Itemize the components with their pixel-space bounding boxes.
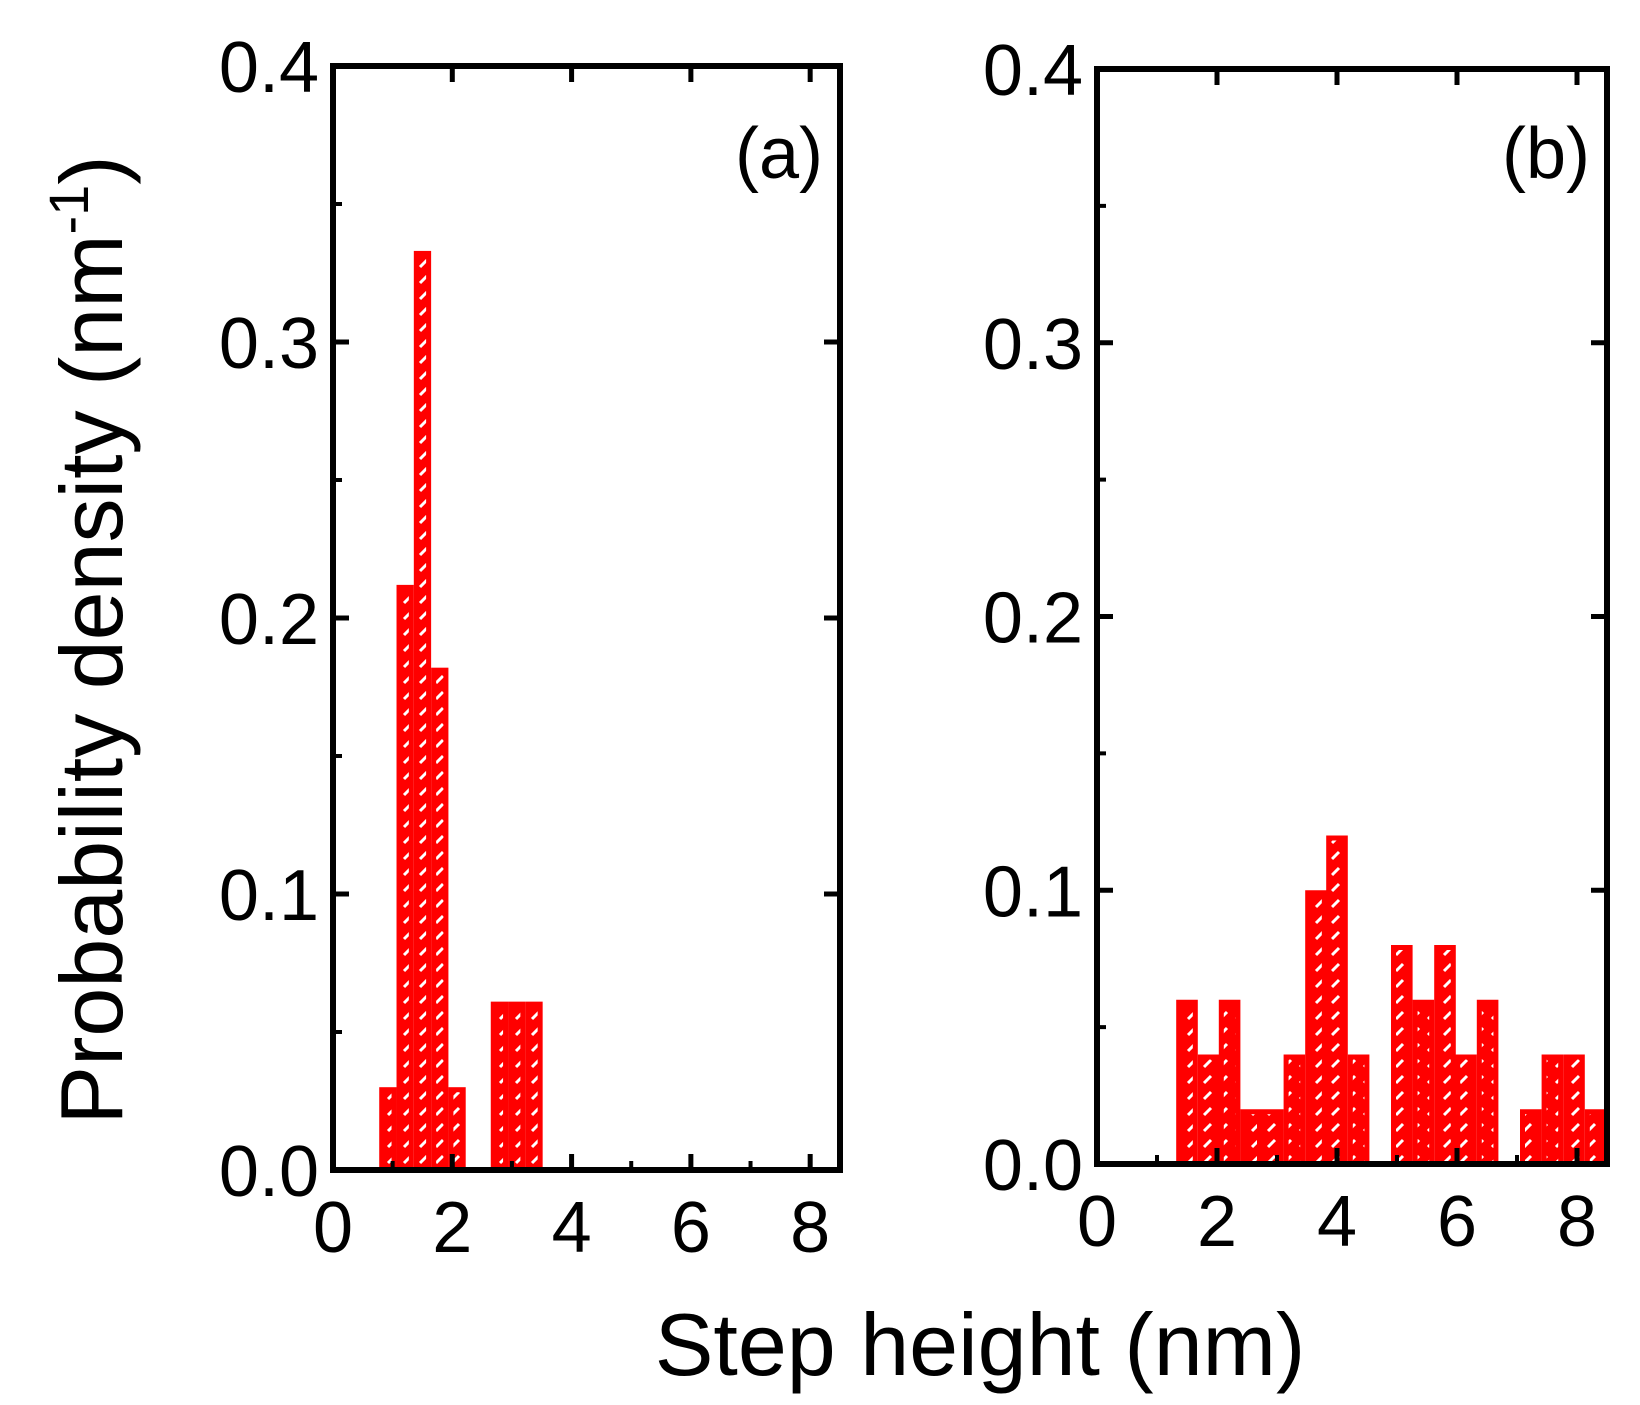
panel-a-y-tick-label: 0.2 [219,580,319,660]
y-axis-title-superscript: -1 [37,185,100,235]
panel-b-x-tick-label: 8 [1557,1182,1597,1262]
panel-a-y-tick-label: 0.3 [219,304,319,384]
panel-b-y-tick-label: 0.4 [983,31,1083,111]
y-axis-title-main: Probability density (nm [42,234,141,1124]
panel-b-bar [1197,1054,1220,1167]
panel-b-bar [1391,945,1413,1167]
panel-b-bar [1412,999,1435,1167]
panel-b-x-tick-label: 6 [1437,1182,1477,1262]
panel-b-bar [1541,1054,1564,1167]
panel-a-bar [396,584,414,1173]
panel-b-y-tick-label: 0.1 [983,852,1083,932]
panel-a-x-tick-label: 2 [432,1188,472,1268]
panel-b-bar [1584,1109,1607,1167]
panel-a-y-tick-label: 0.1 [219,856,319,936]
panel-b-x-tick-label: 0 [1077,1182,1117,1262]
panel-b-bar [1455,1054,1477,1167]
panel-b-bars [1176,835,1607,1167]
panel-a-y-tick-label: 0.4 [219,28,319,108]
panel-b-bar [1218,999,1241,1167]
panel-a-frame [330,63,843,1173]
panel-a-bar [413,250,432,1173]
panel-b-label: (b) [1502,114,1590,194]
panel-a-y-tick-label: 0.0 [219,1132,319,1212]
panel-b-x-tick-label: 2 [1197,1182,1237,1262]
y-axis-title: Probability density (nm-1) [37,155,141,1124]
panel-b-y-tick-label: 0.0 [983,1126,1083,1206]
panel-a-bar [379,1087,397,1173]
panel-b-bar [1283,1054,1306,1167]
panel-b-bar [1176,999,1198,1167]
panel-a-bar [490,1001,509,1173]
panel-a-x-tick-label: 0 [313,1188,353,1268]
panel-a-x-tick-label: 8 [790,1188,830,1268]
panel-a-y-ticks: 0.0 0.1 0.2 0.3 0.4 [219,28,840,1212]
panel-b-y-ticks: 0.0 0.1 0.2 0.3 0.4 [983,31,1607,1206]
panel-b-x-tick-label: 4 [1317,1182,1357,1262]
panel-a-label: (a) [735,114,823,194]
panel-b-bar [1240,1109,1263,1167]
panel-a-x-tick-label: 4 [552,1188,592,1268]
panel-a-bar [508,1001,526,1173]
panel-a-bars [379,250,543,1173]
panel-b-frame [1094,66,1610,1167]
panel-b-bar [1476,999,1499,1167]
panel-a-x-tick-label: 6 [671,1188,711,1268]
panel-b-bar [1305,890,1327,1167]
panel-b-y-tick-label: 0.3 [983,305,1083,385]
panel-b-bar [1434,945,1456,1167]
panel-a-bar [525,1001,543,1173]
panel-b-bar [1326,835,1348,1167]
y-axis-title-close: ) [42,155,141,184]
panel-b-y-tick-label: 0.2 [983,579,1083,659]
panel-a-bar [431,667,449,1173]
panel-b-bar [1520,1109,1542,1167]
x-axis-title: Step height (nm) [655,1295,1306,1394]
panel-b-bar [1563,1054,1585,1167]
panel-b-bar [1347,1054,1370,1167]
